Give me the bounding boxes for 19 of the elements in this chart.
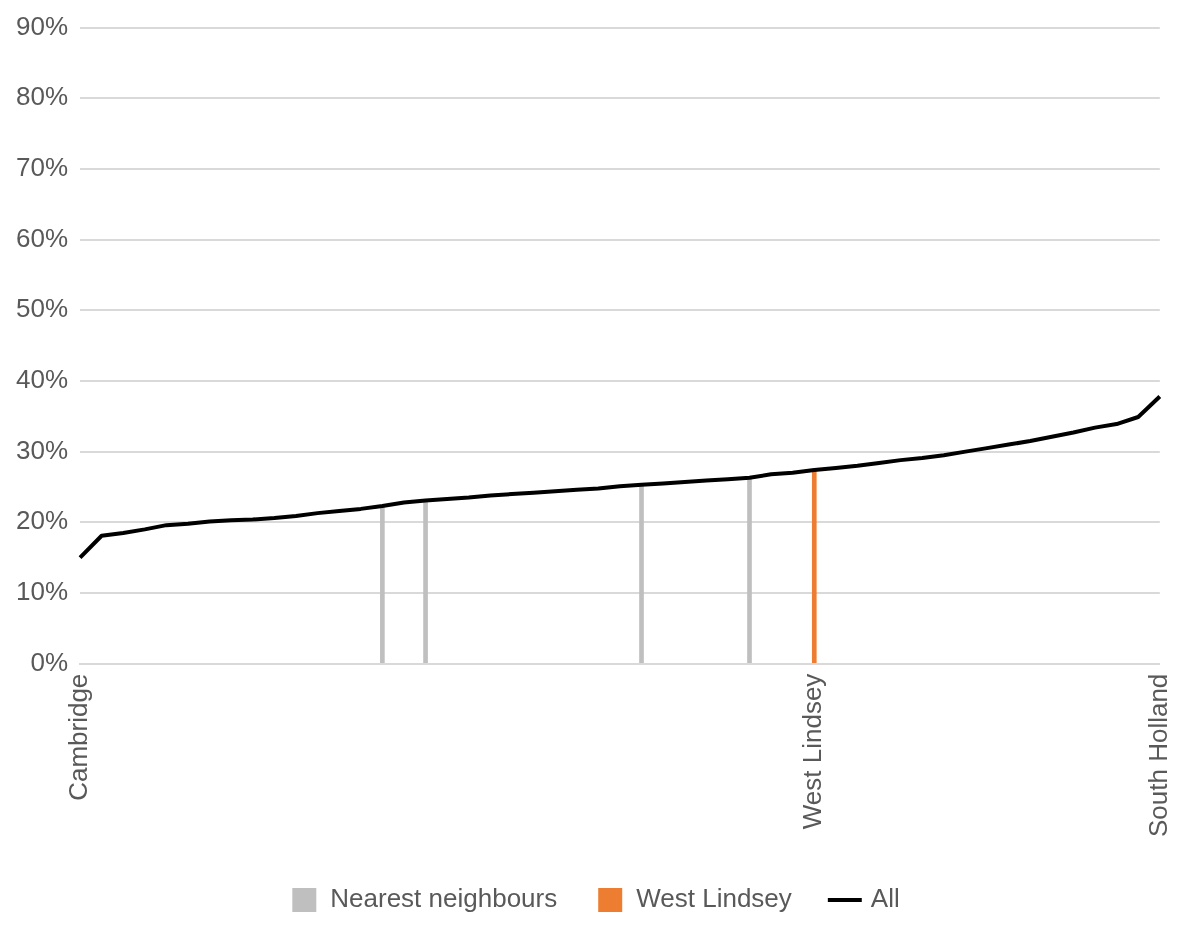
y-tick-label: 80%	[15, 81, 69, 112]
y-tick-label: 90%	[15, 10, 69, 41]
y-tick-label: 60%	[15, 222, 69, 253]
y-tick-label: 20%	[15, 505, 69, 536]
bar	[423, 500, 428, 663]
y-tick-label: 10%	[15, 576, 69, 607]
bar	[747, 477, 752, 663]
y-tick-label: 50%	[15, 293, 69, 324]
y-tick-label: 30%	[15, 434, 69, 465]
y-tick-label: 40%	[15, 364, 69, 395]
bar	[380, 505, 385, 663]
legend-label: Nearest neighbours	[330, 883, 558, 914]
x-tick-label: West Lindsey	[797, 673, 828, 830]
bar	[639, 484, 644, 663]
bar	[811, 469, 817, 663]
x-tick-label: South Holland	[1142, 673, 1173, 838]
legend-label: West Lindsey	[636, 883, 792, 914]
y-tick-label: 70%	[15, 152, 69, 183]
legend-label: All	[870, 883, 900, 914]
